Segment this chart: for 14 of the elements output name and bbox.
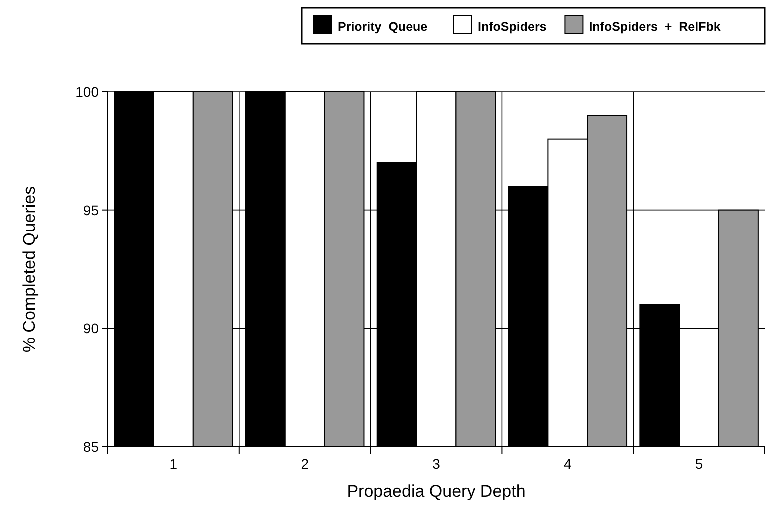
x-tick-label: 2 (301, 456, 310, 472)
x-axis-title: Propaedia Query Depth (347, 482, 526, 501)
legend-label: InfoSpiders (478, 20, 547, 34)
legend-label: InfoSpiders + RelFbk (589, 20, 721, 34)
x-tick-label: 4 (564, 456, 572, 472)
y-tick-label: 90 (83, 320, 100, 337)
y-axis-title: % Completed Queries (20, 186, 39, 353)
y-tick-label: 85 (83, 439, 100, 455)
x-tick-label: 1 (170, 456, 178, 472)
y-tick-label: 100 (76, 84, 100, 100)
x-tick-label: 3 (432, 456, 441, 472)
legend-label: Priority Queue (338, 20, 428, 34)
y-tick-label: 95 (83, 202, 100, 218)
x-tick-label: 5 (695, 456, 704, 472)
